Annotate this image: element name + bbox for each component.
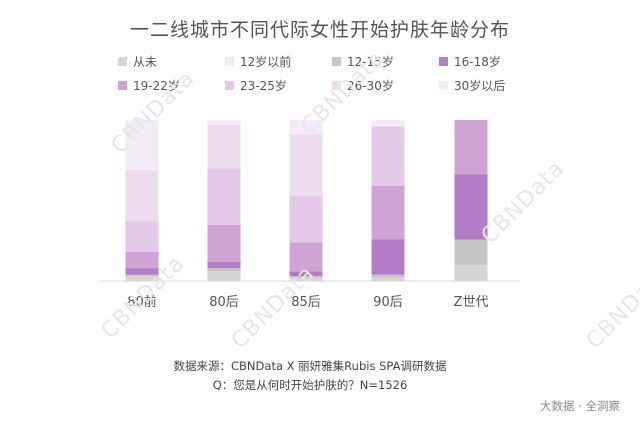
x-tick-label: 80后 [209,295,239,310]
bar-segment [454,239,488,266]
source-note: 数据来源：CBNData X 丽妍雅集Rubis SPA调研数据 [173,359,447,373]
bar-segment [371,186,405,240]
bar-segment [125,252,159,269]
legend-item: 从未 [118,53,157,70]
legend-item: 30岁以后 [439,77,505,94]
bar-segment [371,239,405,275]
bar-segment [207,124,241,169]
bar-segment [371,277,405,281]
legend-swatch [332,57,341,66]
bar-segment [289,277,323,281]
bar-segment [371,126,405,187]
x-tick-label: 80前 [127,294,157,310]
bar-segment [454,265,488,281]
bar-segment [125,268,159,275]
bar-segment [454,120,488,175]
bar-segment [289,271,323,277]
bar-segment [125,276,159,281]
legend-item: 19-22岁 [118,77,180,94]
bar-segment [289,120,323,135]
bar-segment [207,271,241,281]
legend-label: 23-25岁 [240,79,287,93]
legend-item: 12-15岁 [332,53,394,70]
bar-segment [207,268,241,272]
bar-segment [289,242,323,272]
bar-segment [207,168,241,225]
legend-swatch [225,81,234,90]
legend-item: 23-25岁 [225,77,287,94]
bar-segment [289,134,323,196]
bar-segment [371,274,405,278]
legend-swatch [332,81,341,90]
legend-swatch [439,81,448,90]
legend-label: 30岁以后 [454,79,506,93]
bar-segment [207,120,241,125]
bar-segment [207,224,241,262]
bar-segment [125,169,159,222]
bar-segment [125,120,159,170]
bar-segment [289,195,323,243]
legend-swatch [118,57,127,66]
legend-item: 12岁以前 [225,53,291,70]
legend-label: 19-22岁 [133,79,180,93]
bar-segment [125,221,159,253]
bar-segment [289,276,323,278]
legend-label: 从未 [133,55,158,69]
legend-label: 12岁以前 [240,55,292,69]
x-tick-label: 85后 [291,295,321,310]
bar-segment [454,174,488,240]
bar-segment [125,274,159,277]
legend-label: 12-15岁 [347,55,394,69]
legend-item: 26-30岁 [332,77,394,94]
legend-swatch [439,57,448,66]
bar-segment [207,261,241,269]
legend-item: 16-18岁 [439,53,501,70]
legend-label: 16-18岁 [454,55,501,69]
bar-segment [371,120,405,127]
x-tick-label: 90后 [373,295,403,310]
x-tick-label: Z世代 [454,295,489,310]
question-note: Q：您是从何时开始护肤的？N=1526 [212,378,408,392]
legend-swatch [225,57,234,66]
legend-swatch [118,81,127,90]
chart-title: 一二线城市不同代际女性开始护肤年龄分布 [129,19,510,41]
brand-slogan: 大数据 · 全洞察 [540,399,620,413]
legend-label: 26-30岁 [347,79,394,93]
